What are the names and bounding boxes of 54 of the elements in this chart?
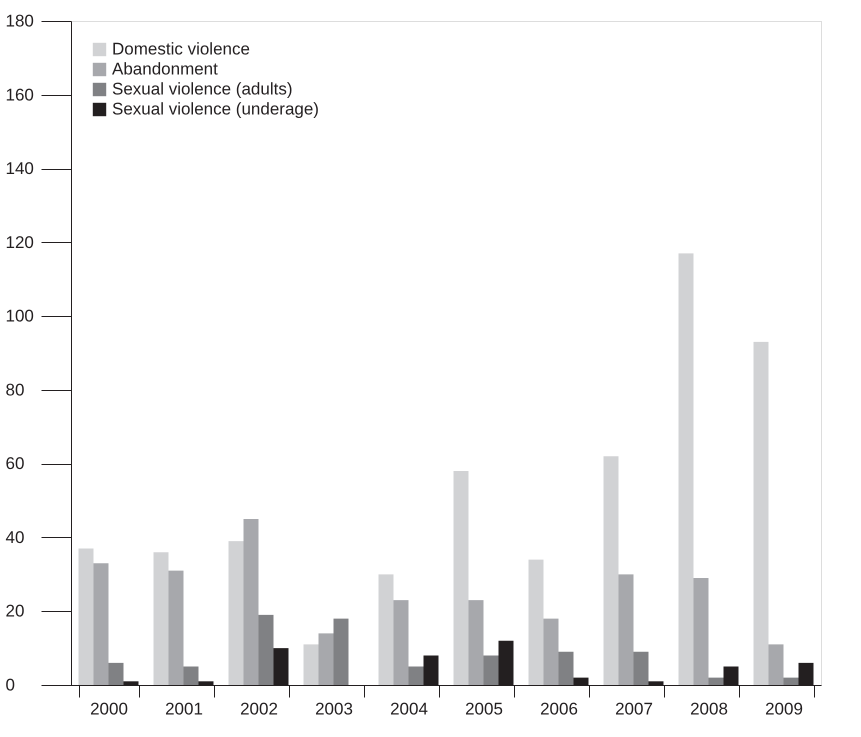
y-tick-label: 60 [6, 454, 24, 474]
y-tick-label: 100 [6, 306, 34, 326]
legend-label: Domestic violence [112, 40, 250, 58]
legend-label: Sexual violence (adults) [112, 80, 292, 98]
bar [784, 678, 798, 685]
bar [108, 662, 124, 685]
x-tick-label: 2006 [540, 700, 578, 718]
y-tick-label: 120 [6, 232, 34, 252]
bar [604, 456, 618, 685]
bar [558, 652, 574, 685]
bar [618, 574, 634, 685]
y-tick-label: 180 [6, 12, 34, 30]
y-tick-label: 160 [6, 85, 34, 104]
y-tick-label: 140 [6, 159, 34, 178]
y-tick-label: 0 [6, 676, 15, 694]
x-tick-label: 2008 [690, 700, 728, 718]
bar [678, 253, 694, 685]
bar [454, 471, 468, 685]
x-tick-label: 2000 [90, 700, 128, 718]
bar [484, 655, 498, 685]
bar [634, 652, 648, 685]
bar [528, 560, 544, 685]
bar [94, 563, 108, 685]
x-tick-label: 2001 [165, 700, 203, 718]
bar [544, 618, 558, 685]
bar [408, 666, 424, 685]
x-tick-label: 2005 [465, 700, 503, 718]
bar [318, 633, 334, 685]
legend-label: Abandonment [112, 60, 218, 78]
bar [78, 548, 94, 685]
bar [184, 666, 198, 685]
y-tick-label: 40 [6, 528, 24, 547]
bar [228, 541, 244, 685]
bar [258, 614, 274, 685]
bar [304, 644, 318, 685]
x-tick-label: 2003 [315, 700, 353, 718]
bar [378, 574, 394, 685]
bar [168, 570, 184, 685]
y-tick-label: 20 [6, 602, 24, 621]
bar [154, 552, 168, 685]
bar [694, 578, 708, 685]
bar [468, 600, 484, 685]
bar [334, 618, 348, 685]
bar [394, 600, 408, 685]
y-tick-label: 80 [6, 380, 24, 400]
bar [754, 342, 768, 685]
bar [768, 644, 784, 685]
x-tick-label: 2009 [765, 700, 803, 718]
x-tick-label: 2002 [240, 700, 278, 718]
bar [244, 519, 258, 685]
x-tick-label: 2007 [615, 700, 653, 718]
legend-label: Sexual violence (underage) [112, 100, 319, 118]
bar [708, 678, 724, 685]
x-tick-label: 2004 [390, 700, 428, 718]
